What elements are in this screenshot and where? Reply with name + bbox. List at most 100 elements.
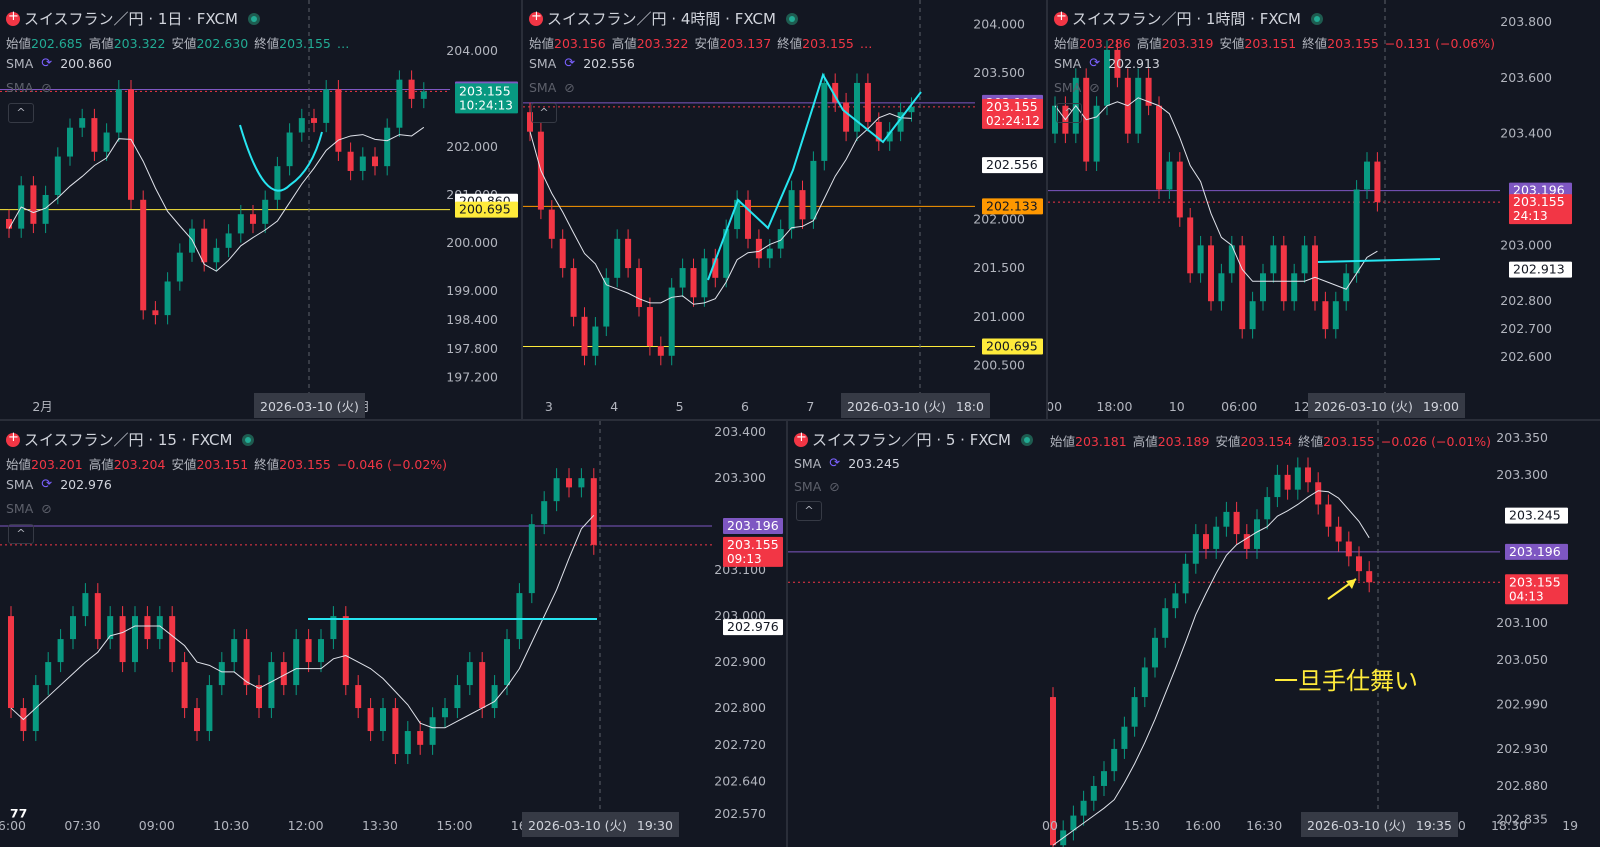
chart-panel-5m[interactable]: 203.350 203.300 203.100 203.050 202.990 202.9… — [788, 421, 1600, 847]
candle-body — [79, 118, 86, 128]
price-badge-value: 203.155 — [986, 99, 1038, 114]
divider-horizontal[interactable] — [0, 419, 1600, 421]
candle-body — [1052, 105, 1058, 134]
ohlc-value: 203.155 — [279, 457, 331, 472]
drawing-curve[interactable] — [239, 124, 323, 192]
chart-title[interactable]: スイスフラン／円 · 1時間 · FXCM — [1072, 10, 1301, 28]
ohlc-value: 203.155 — [279, 36, 331, 51]
candle-body — [176, 252, 183, 282]
price-badge — [1509, 261, 1572, 278]
chart-title[interactable]: スイスフラン／円 · 4時間 · FXCM — [547, 10, 776, 28]
y-tick-label: 203.500 — [973, 65, 1025, 80]
candle-body — [1145, 77, 1152, 106]
ohlc-label: 始値 — [6, 457, 32, 472]
candle-body — [30, 185, 37, 224]
divider-vertical-1[interactable] — [521, 0, 523, 419]
candle-body — [1213, 526, 1220, 549]
sma-settings-icon[interactable]: ⟳ — [41, 477, 53, 492]
candle-body — [528, 524, 535, 594]
candle-body — [94, 593, 101, 640]
chart-title[interactable]: スイスフラン／円 · 5 · FXCM — [812, 431, 1011, 449]
candle-body — [1197, 245, 1204, 274]
price-badge-value: 200.695 — [986, 339, 1038, 354]
ohlc-change: … — [859, 36, 873, 51]
candle-body — [380, 708, 386, 732]
drawing-polyline[interactable] — [707, 72, 922, 281]
price-badge — [1505, 543, 1568, 560]
x-tick-label: 18:30 — [1491, 818, 1527, 833]
sma-label: SMA — [6, 56, 34, 71]
chart-panel-15m[interactable]: 203.400 203.300 203.100 203.000 202.900 202.8… — [0, 421, 786, 847]
annotation-text[interactable]: 一旦手仕舞い — [1274, 667, 1418, 695]
price-badge — [982, 157, 1043, 174]
y-tick-label: 204.000 — [973, 16, 1025, 31]
drawing-level[interactable] — [1317, 258, 1441, 263]
ohlc-label: 始値 — [6, 36, 32, 51]
eye-hidden-icon[interactable]: ⊘ — [41, 501, 52, 516]
collapse-legend-button[interactable]: ^ — [531, 103, 557, 123]
chart-panel-1h[interactable]: 203.800 203.600 203.400 203.000 202.800 202.7… — [1048, 0, 1600, 419]
collapse-legend-button[interactable]: ^ — [8, 103, 34, 123]
sma-settings-icon[interactable]: ⟳ — [829, 456, 841, 471]
candle-body — [201, 228, 208, 263]
collapse-legend-button[interactable]: ^ — [1056, 103, 1082, 123]
x-tick-label: 15:30 — [1124, 818, 1160, 833]
chart-title[interactable]: スイスフラン／円 · 1日 · FXCM — [24, 10, 238, 28]
symbol-logo-icon — [1054, 9, 1068, 26]
candle-body — [1141, 667, 1148, 698]
candle-body — [1249, 301, 1256, 330]
candle-body — [614, 238, 621, 278]
sma-hidden-legend: SMA ⊘ — [529, 80, 575, 95]
collapse-legend-button[interactable]: ^ — [8, 524, 34, 544]
eye-hidden-icon[interactable]: ⊘ — [41, 80, 52, 95]
chart-panel-4h[interactable]: 204.000 203.500 202.000 201.500 201.000 200.5… — [523, 0, 1046, 419]
ohlc-label: 高値 — [1132, 434, 1158, 449]
candle-body — [1315, 482, 1322, 505]
sma-line — [529, 113, 912, 305]
candle-body — [679, 268, 686, 288]
divider-vertical-3[interactable] — [786, 421, 788, 847]
date-text: 2026-03-10 (火) — [1314, 399, 1413, 414]
ohlc-label: 終値 — [1302, 36, 1328, 51]
candle-body — [843, 102, 850, 132]
price-badge-value: 202.976 — [727, 619, 779, 634]
candle-body — [57, 639, 64, 663]
chart-svg: 203.350 203.300 203.100 203.050 202.990 202.9… — [788, 421, 1578, 847]
ohlc-label: 安値 — [694, 36, 720, 51]
candle-body — [262, 199, 269, 224]
date-text: 2026-03-10 (火) — [528, 818, 627, 833]
sma-settings-icon[interactable]: ⟳ — [564, 56, 576, 71]
chart-title[interactable]: スイスフラン／円 · 15 · FXCM — [24, 431, 233, 449]
candle-body — [1270, 245, 1277, 274]
candle-body — [82, 593, 89, 617]
x-tick-label: 09:00 — [139, 818, 175, 833]
y-tick-label: 202.800 — [714, 700, 766, 715]
chart-header: スイスフラン／円 · 1日 · FXCM — [6, 8, 260, 29]
sma-label: SMA — [529, 80, 557, 95]
sma-settings-icon[interactable]: ⟳ — [41, 56, 53, 71]
candle-body — [1284, 474, 1291, 490]
crosshair-date-label: 2026-03-10 (火) 18:0 — [841, 393, 990, 418]
eye-hidden-icon[interactable]: ⊘ — [1089, 80, 1100, 95]
candle-body — [103, 132, 110, 152]
candle-body — [347, 151, 354, 171]
y-tick-label: 202.880 — [1496, 778, 1548, 793]
y-tick-label: 204.000 — [446, 43, 498, 58]
ohlc-value: 203.155 — [1327, 36, 1379, 51]
collapse-legend-button[interactable]: ^ — [796, 501, 822, 521]
candle-body — [1090, 785, 1097, 801]
candle-body — [541, 501, 548, 525]
market-status-icon — [242, 433, 255, 446]
y-tick-label: 197.800 — [446, 341, 498, 356]
eye-hidden-icon[interactable]: ⊘ — [564, 80, 575, 95]
ohlc-readout: 始値203.156 高値203.322 安値203.137 終値203.155… — [529, 33, 878, 52]
sma-label: SMA — [794, 456, 822, 471]
candle-body — [213, 247, 220, 263]
sma-value: 203.245 — [848, 456, 900, 471]
candle-body — [250, 214, 256, 224]
chart-panel-daily[interactable]: 204.000202.000201.000200.000199.000198.4… — [0, 0, 521, 419]
divider-vertical-2[interactable] — [1046, 0, 1048, 419]
eye-hidden-icon[interactable]: ⊘ — [829, 479, 840, 494]
candle-body — [1080, 800, 1087, 816]
sma-settings-icon[interactable]: ⟳ — [1089, 56, 1101, 71]
